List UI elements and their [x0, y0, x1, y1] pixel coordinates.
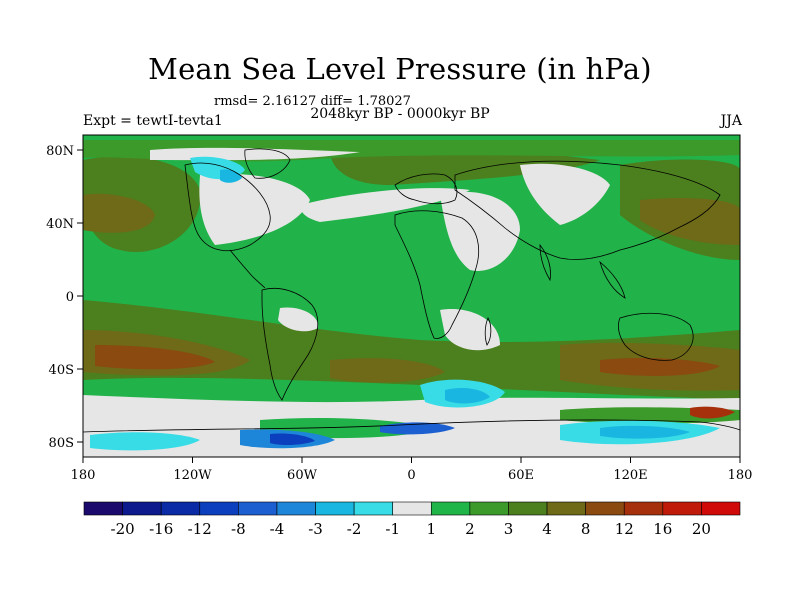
coast-greenland — [244, 148, 291, 179]
colorbar-label: 8 — [581, 520, 591, 538]
coastlines — [83, 148, 740, 433]
colorbar-swatch — [430, 501, 471, 516]
experiment-label: Expt = tewtI-tevta1 — [83, 113, 223, 129]
field-antarctic-positive-patch — [690, 406, 735, 419]
colorbar-swatch — [83, 501, 123, 516]
coast-australia — [618, 312, 694, 361]
colorbar-label: 2 — [465, 520, 475, 538]
colorbar-label: -4 — [270, 520, 285, 538]
lon-tick-60e: 60E — [508, 468, 534, 483]
colorbar-swatch — [199, 501, 239, 516]
lat-tick-40s: 40S — [49, 363, 74, 378]
colorbar-label: 3 — [504, 520, 514, 538]
colorbar: -20 -16 -12 -8 -4 -3 -2 -1 1 2 3 4 8 12 16 20 — [83, 501, 741, 538]
lon-tick-60w: 60W — [287, 468, 318, 483]
colorbar-label: -16 — [149, 520, 173, 538]
field-antarctic-negative-5 — [600, 425, 690, 439]
period-label: 2048kyr BP - 0000kyr BP — [310, 106, 490, 122]
lat-tick-0: 0 — [66, 290, 74, 305]
colorbar-swatch — [353, 501, 394, 516]
lon-tick-120e: 120E — [613, 468, 647, 483]
coast-asia — [454, 160, 721, 260]
field-pacific-low-patch — [278, 307, 319, 332]
coast-europe — [394, 173, 458, 205]
field-drake-negative-core — [445, 387, 490, 404]
field-antarctic-negative-3 — [270, 433, 315, 446]
lon-axis: 180 120W 60W 0 60E 120E 180 — [71, 457, 753, 483]
lon-tick-180w: 180 — [71, 468, 96, 483]
rmsd-diff-stats: rmsd= 2.16127 diff= 1.78027 — [214, 94, 411, 109]
lat-tick-80s: 80S — [49, 436, 74, 451]
field-south-pacific-core — [95, 345, 215, 370]
colorbar-swatch — [392, 501, 432, 516]
colorbar-label: -12 — [188, 520, 212, 538]
colorbar-swatch — [623, 501, 664, 516]
coast-madagascar — [484, 317, 492, 346]
field-eurasia-low — [440, 191, 520, 271]
colorbar-label: -8 — [231, 520, 246, 538]
coast-south-america — [261, 288, 319, 401]
colorbar-swatch — [315, 501, 355, 516]
lon-tick-180e: 180 — [728, 468, 753, 483]
coast-india — [539, 243, 551, 282]
field-antarctic-negative-1 — [90, 432, 200, 451]
lat-tick-40n: 40N — [46, 217, 74, 232]
colorbar-label: -3 — [308, 520, 323, 538]
lat-axis: 80N 40N 0 40S 80S — [46, 144, 83, 451]
coast-antarctica — [83, 419, 740, 433]
colorbar-swatch — [160, 501, 201, 516]
lon-tick-120w: 120W — [173, 468, 212, 483]
colorbar-label: -1 — [385, 520, 400, 538]
colorbar-swatch — [276, 501, 316, 516]
coast-africa — [394, 210, 479, 339]
colorbar-label: 20 — [692, 520, 711, 538]
colorbar-label: -2 — [347, 520, 362, 538]
colorbar-swatch — [701, 501, 741, 516]
colorbar-swatch — [508, 501, 548, 516]
colorbar-swatch — [546, 501, 586, 516]
colorbar-label: 4 — [542, 520, 552, 538]
colorbar-label: 1 — [427, 520, 437, 538]
colorbar-swatch — [238, 501, 278, 516]
colorbar-swatch — [585, 501, 625, 516]
plot-title: Mean Sea Level Pressure (in hPa) — [148, 52, 652, 86]
colorbar-label: 16 — [653, 520, 672, 538]
coast-southeast-asia — [599, 260, 626, 299]
coast-central-america — [229, 249, 266, 289]
coast-north-america — [184, 162, 271, 252]
lat-tick-80n: 80N — [46, 144, 74, 159]
field-north-america-low — [199, 173, 310, 245]
colorbar-swatch — [469, 501, 509, 516]
colorbar-swatch — [662, 501, 702, 516]
colorbar-label: -20 — [111, 520, 135, 538]
field-central-asia-low — [520, 163, 610, 225]
map-panel — [83, 135, 740, 457]
field-atlantic-band-low — [300, 188, 470, 222]
field-indian-ocean-core — [600, 357, 720, 376]
colorbar-swatch — [122, 501, 162, 516]
colorbar-label: 12 — [615, 520, 634, 538]
lon-tick-0: 0 — [407, 468, 415, 483]
season-label: JJA — [720, 113, 742, 129]
field-south-atlantic-high — [330, 358, 445, 383]
field-north-pacific-core — [83, 193, 155, 233]
